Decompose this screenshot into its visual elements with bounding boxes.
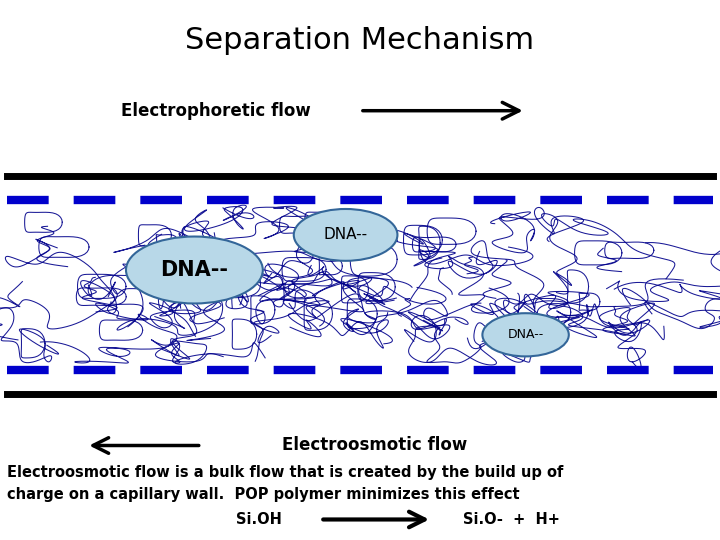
Text: Electroosmotic flow is a bulk flow that is created by the build up of: Electroosmotic flow is a bulk flow that …	[7, 465, 564, 480]
Text: Si.O-  +  H+: Si.O- + H+	[463, 512, 559, 527]
Text: Electroosmotic flow: Electroosmotic flow	[282, 436, 467, 455]
Text: charge on a capillary wall.  POP polymer minimizes this effect: charge on a capillary wall. POP polymer …	[7, 487, 520, 502]
Text: Electrophoretic flow: Electrophoretic flow	[121, 102, 311, 120]
Ellipse shape	[294, 209, 397, 261]
Ellipse shape	[482, 313, 569, 356]
Text: DNA--: DNA--	[323, 227, 368, 242]
Ellipse shape	[126, 237, 263, 303]
Text: DNA--: DNA--	[161, 260, 228, 280]
Text: Si.OH: Si.OH	[236, 512, 282, 527]
Text: DNA--: DNA--	[508, 328, 544, 341]
Text: Separation Mechanism: Separation Mechanism	[186, 26, 534, 55]
